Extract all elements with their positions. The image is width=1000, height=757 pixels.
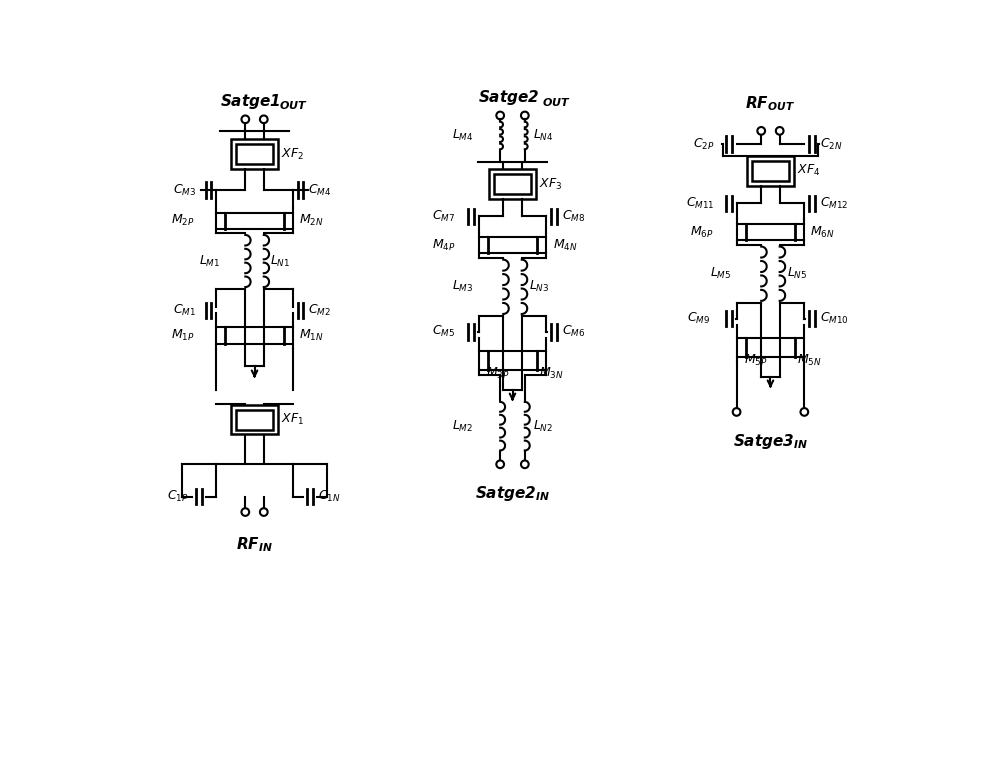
- Text: $L_{N1}$: $L_{N1}$: [270, 254, 290, 269]
- Text: $\bfit{Satge3}_{\bfit{IN}}$: $\bfit{Satge3}_{\bfit{IN}}$: [733, 431, 808, 450]
- Text: $M_{2P}$: $M_{2P}$: [171, 213, 195, 228]
- Bar: [489, 170, 536, 198]
- Text: $XF_{1}$: $XF_{1}$: [281, 412, 304, 427]
- Text: $C_{M12}$: $C_{M12}$: [820, 196, 848, 210]
- Text: $C_{M1}$: $C_{M1}$: [173, 303, 196, 318]
- Text: $L_{N4}$: $L_{N4}$: [533, 128, 553, 143]
- Text: $M_{2N}$: $M_{2N}$: [299, 213, 324, 228]
- Text: $C_{1P}$: $C_{1P}$: [167, 489, 188, 504]
- Bar: [231, 405, 278, 435]
- Text: $C_{M11}$: $C_{M11}$: [686, 196, 714, 210]
- Text: $L_{M5}$: $L_{M5}$: [710, 266, 732, 282]
- Text: $M_{1P}$: $M_{1P}$: [171, 328, 195, 343]
- Text: $\bfit{Satge2}$: $\bfit{Satge2}$: [478, 89, 539, 107]
- Text: $\bfit{RF}_{\bfit{IN}}$: $\bfit{RF}_{\bfit{IN}}$: [236, 535, 273, 553]
- Text: $C_{1N}$: $C_{1N}$: [318, 489, 340, 504]
- Text: $M_{3P}$: $M_{3P}$: [486, 366, 510, 381]
- Text: $C_{M4}$: $C_{M4}$: [308, 182, 332, 198]
- Text: $\bfit{OUT}$: $\bfit{OUT}$: [542, 95, 571, 107]
- Text: $C_{M3}$: $C_{M3}$: [173, 182, 196, 198]
- Text: $M_{3N}$: $M_{3N}$: [539, 366, 563, 381]
- Text: $C_{2N}$: $C_{2N}$: [820, 136, 842, 151]
- Bar: [494, 174, 531, 194]
- Text: $C_{M8}$: $C_{M8}$: [562, 209, 585, 224]
- Bar: [752, 161, 789, 181]
- Text: $XF_{4}$: $XF_{4}$: [797, 164, 820, 179]
- Text: $M_{5P}$: $M_{5P}$: [744, 353, 768, 368]
- Text: $L_{N5}$: $L_{N5}$: [787, 266, 808, 282]
- Text: $M_{4N}$: $M_{4N}$: [553, 238, 577, 253]
- Text: $C_{M5}$: $C_{M5}$: [432, 324, 456, 339]
- Text: $\bfit{Satge2}_{\bfit{IN}}$: $\bfit{Satge2}_{\bfit{IN}}$: [475, 484, 550, 503]
- Text: $C_{M7}$: $C_{M7}$: [432, 209, 456, 224]
- Text: $\bfit{RF}_{\bfit{OUT}}$: $\bfit{RF}_{\bfit{OUT}}$: [745, 95, 795, 114]
- Text: $L_{M3}$: $L_{M3}$: [452, 279, 474, 294]
- Text: $XF_{3}$: $XF_{3}$: [539, 176, 562, 192]
- Text: $L_{M4}$: $L_{M4}$: [452, 128, 474, 143]
- Text: $M_{6N}$: $M_{6N}$: [810, 225, 835, 240]
- Text: $C_{M9}$: $C_{M9}$: [687, 311, 710, 326]
- Text: $\bfit{Satge1}$: $\bfit{Satge1}$: [220, 92, 281, 111]
- Text: $C_{M2}$: $C_{M2}$: [308, 303, 331, 318]
- Text: $M_{6P}$: $M_{6P}$: [690, 225, 714, 240]
- Bar: [231, 139, 278, 169]
- Bar: [747, 156, 794, 185]
- Text: $C_{M6}$: $C_{M6}$: [562, 324, 585, 339]
- Text: $M_{4P}$: $M_{4P}$: [432, 238, 456, 253]
- Bar: [236, 410, 273, 430]
- Text: $C_{2P}$: $C_{2P}$: [693, 136, 715, 151]
- Text: $L_{N2}$: $L_{N2}$: [533, 419, 553, 434]
- Text: $\bfit{OUT}$: $\bfit{OUT}$: [279, 99, 308, 111]
- Text: $C_{M10}$: $C_{M10}$: [820, 311, 849, 326]
- Text: $M_{5N}$: $M_{5N}$: [797, 353, 821, 368]
- Text: $M_{1N}$: $M_{1N}$: [299, 328, 324, 343]
- Text: $L_{M1}$: $L_{M1}$: [199, 254, 220, 269]
- Text: $L_{N3}$: $L_{N3}$: [529, 279, 550, 294]
- Text: $XF_{2}$: $XF_{2}$: [281, 146, 304, 161]
- Text: $L_{M2}$: $L_{M2}$: [452, 419, 474, 434]
- Bar: [236, 144, 273, 164]
